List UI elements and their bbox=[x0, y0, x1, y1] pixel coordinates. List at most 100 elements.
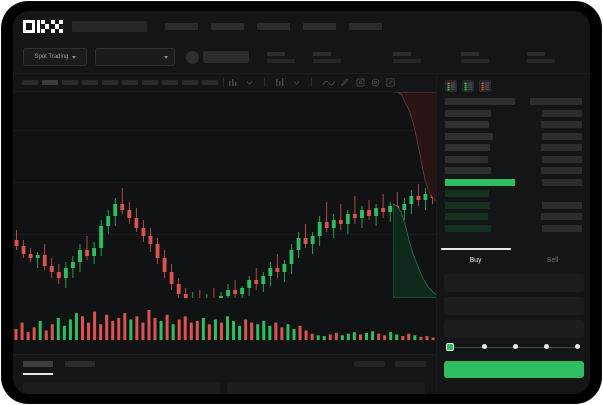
market-stat-1 bbox=[313, 51, 341, 63]
timeframe-7[interactable] bbox=[162, 80, 178, 85]
order-price-field[interactable] bbox=[444, 274, 584, 292]
bottom-tab-0[interactable] bbox=[23, 361, 53, 367]
search-input[interactable] bbox=[72, 20, 147, 32]
app-screen: OKX Spot Trading bbox=[13, 11, 590, 394]
order-side-tabs: Buy Sell bbox=[437, 250, 590, 270]
okx-logo[interactable]: OKX bbox=[23, 19, 63, 33]
orderbook-ask-row[interactable] bbox=[437, 144, 590, 156]
slider-stop-75[interactable] bbox=[544, 344, 549, 349]
bottom-tab-list bbox=[23, 361, 95, 367]
nav-item-list bbox=[165, 22, 382, 30]
orderbook-bid-row[interactable] bbox=[437, 201, 590, 214]
orderbook-bid-row[interactable] bbox=[437, 224, 590, 237]
orderbook-ask-row[interactable] bbox=[437, 167, 590, 179]
timeframe-2[interactable] bbox=[62, 80, 78, 85]
nav-item-0[interactable] bbox=[165, 22, 198, 30]
order-amount-slider[interactable] bbox=[446, 342, 583, 352]
timeframe-8[interactable] bbox=[182, 80, 198, 85]
orderbook-quantity bbox=[445, 109, 491, 117]
top-navigation-bar: OKX bbox=[13, 11, 590, 41]
tab-sell[interactable]: Sell bbox=[546, 256, 559, 264]
indicators-icon[interactable] bbox=[229, 78, 240, 87]
bottom-right-tab-1[interactable] bbox=[395, 361, 426, 367]
timeframe-5[interactable] bbox=[122, 80, 138, 85]
nav-item-3[interactable] bbox=[303, 22, 336, 30]
timeframe-4[interactable] bbox=[102, 80, 118, 85]
orderbook-price bbox=[541, 144, 582, 151]
settings-icon[interactable] bbox=[371, 78, 380, 87]
trading-mode-dropdown[interactable]: Spot Trading bbox=[23, 48, 87, 66]
chevron-down-icon[interactable] bbox=[246, 79, 253, 86]
nav-item-4[interactable] bbox=[349, 22, 382, 30]
depth-bid-area bbox=[393, 203, 441, 298]
timeframe-3[interactable] bbox=[82, 80, 98, 85]
orderbook-quantity bbox=[445, 190, 489, 197]
market-stat-value bbox=[393, 58, 421, 63]
slider-stop-50[interactable] bbox=[513, 344, 518, 349]
orderbook-bid-row[interactable] bbox=[437, 190, 590, 202]
timeframe-1[interactable] bbox=[42, 80, 58, 85]
volume-chart bbox=[13, 298, 436, 354]
market-stat-value bbox=[267, 58, 295, 63]
orderbook-quantity bbox=[445, 213, 488, 220]
chart-gridline bbox=[13, 234, 436, 235]
orderbook-ask-row[interactable] bbox=[437, 132, 590, 145]
nav-item-2[interactable] bbox=[257, 22, 290, 30]
orderbook-quantity bbox=[445, 155, 488, 163]
orderbook-price bbox=[542, 155, 582, 163]
orderbook-quantity bbox=[445, 178, 515, 186]
orderbook-quantity bbox=[445, 201, 490, 209]
orderbook-ask-row[interactable] bbox=[437, 155, 590, 168]
market-info-bar: Spot Trading bbox=[13, 41, 590, 74]
orderbook-ask-row[interactable] bbox=[437, 109, 590, 122]
order-amount-field[interactable] bbox=[444, 297, 584, 315]
order-form bbox=[444, 274, 584, 343]
orderbook-both-icon[interactable] bbox=[445, 80, 457, 92]
pencil-icon[interactable] bbox=[341, 78, 350, 87]
trendline-icon[interactable] bbox=[323, 79, 335, 87]
orderbook-quantity bbox=[445, 98, 515, 105]
timeframe-6[interactable] bbox=[142, 80, 158, 85]
toolbar-divider bbox=[223, 78, 224, 87]
market-stat-label bbox=[267, 51, 285, 56]
orderbook-spread-row[interactable] bbox=[437, 178, 590, 191]
bottom-panel-right[interactable] bbox=[227, 382, 425, 394]
orderbook-buy-icon[interactable] bbox=[462, 80, 474, 92]
pair-select-dropdown[interactable] bbox=[95, 48, 175, 66]
orderbook-sell-icon[interactable] bbox=[479, 80, 491, 92]
bottom-right-tab-0[interactable] bbox=[354, 361, 385, 367]
orderbook-ask-row[interactable] bbox=[437, 121, 590, 133]
market-stat-2 bbox=[393, 51, 421, 63]
candlestick-chart[interactable] bbox=[13, 92, 436, 298]
magnet-icon[interactable] bbox=[356, 78, 365, 87]
orderbook-quantity bbox=[445, 121, 489, 128]
orderbook-header-row[interactable] bbox=[437, 98, 590, 110]
chevron-down-icon bbox=[71, 55, 76, 59]
tab-buy[interactable]: Buy bbox=[469, 256, 482, 264]
timeframe-0[interactable] bbox=[22, 80, 38, 85]
chart-gridline bbox=[13, 130, 436, 131]
compare-icon[interactable] bbox=[276, 78, 287, 87]
coin-avatar bbox=[186, 50, 199, 64]
slider-stop-25[interactable] bbox=[482, 344, 487, 349]
chevron-down-icon[interactable] bbox=[293, 79, 300, 86]
nav-item-1[interactable] bbox=[211, 22, 244, 30]
fullscreen-icon[interactable] bbox=[386, 78, 395, 87]
market-stat-3 bbox=[461, 51, 489, 63]
depth-series bbox=[393, 92, 441, 298]
order-book[interactable] bbox=[437, 98, 590, 240]
order-total-field[interactable] bbox=[444, 320, 584, 338]
place-buy-order-button[interactable] bbox=[444, 361, 584, 378]
orderbook-quantity bbox=[445, 132, 493, 140]
bottom-tab-1[interactable] bbox=[65, 361, 95, 367]
orderbook-price bbox=[542, 178, 582, 186]
slider-handle[interactable] bbox=[446, 343, 454, 351]
orderbook-bid-row[interactable] bbox=[437, 213, 590, 225]
bottom-panel-left[interactable] bbox=[23, 382, 220, 394]
slider-stop-100[interactable] bbox=[575, 344, 580, 349]
market-depth-chart bbox=[393, 92, 441, 298]
orderbook-price bbox=[530, 98, 582, 105]
volume-series bbox=[14, 310, 435, 340]
timeframe-9[interactable] bbox=[202, 80, 218, 85]
